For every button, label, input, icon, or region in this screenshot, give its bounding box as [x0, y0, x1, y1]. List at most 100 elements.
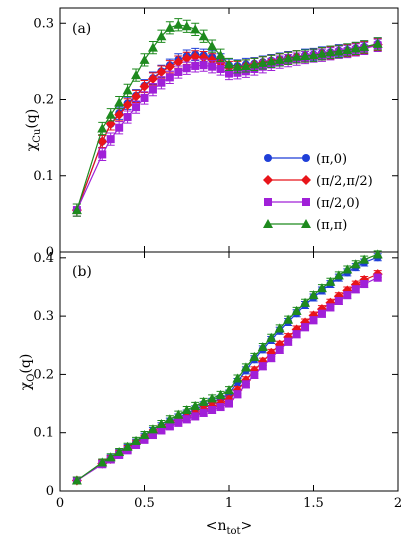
panel-a-point-3-1 — [97, 123, 108, 133]
panel-a-label: (a) — [72, 21, 91, 37]
panel-a-point-2-3 — [115, 123, 124, 132]
panel-a-point-3-17 — [232, 61, 243, 71]
panel-b-point-2-7 — [148, 431, 157, 440]
panel-b-ylabel-suffix: (q) — [18, 354, 34, 374]
panel-b-point-3-22 — [274, 323, 285, 333]
panel-a-point-1-12 — [190, 51, 201, 62]
panel-b-point-3-19 — [249, 351, 260, 361]
panel-a-point-3-28 — [325, 47, 336, 57]
panel-b-point-3-28 — [325, 276, 336, 286]
panel-b-point-2-12 — [191, 412, 200, 421]
panel-a-point-3-26 — [308, 50, 319, 60]
panel-a-point-3-0 — [71, 205, 82, 215]
panel-a-point-3-33 — [372, 38, 383, 48]
panel-b-point-2-5 — [132, 440, 141, 449]
panel-a-point-2-6 — [140, 93, 149, 102]
panel-a-point-2-11 — [182, 64, 191, 73]
panel-b-point-3-5 — [131, 435, 142, 445]
panel-b-point-2-22 — [275, 345, 284, 354]
panel-b-y-ticks: 0 0.1 0.2 0.3 0.4 — [33, 251, 398, 499]
panel-b-ylabel-sub: O — [26, 374, 37, 382]
panel-b-point-3-8 — [156, 418, 167, 428]
panel-b-point-3-25 — [300, 297, 311, 307]
panel-b-point-3-31 — [350, 259, 361, 269]
panel-a-y-axis-title: χCu(q) — [24, 109, 43, 151]
panel-b-ylabel-main: χ — [18, 381, 34, 390]
panel-b: 0 0.1 0.2 0.3 0.4 0 0.5 1 1.5 2 (b) χO(q) <ntot> — [18, 249, 402, 537]
panel-a-point-1-14 — [207, 54, 218, 65]
legend-label-1: (π/2,π/2) — [316, 174, 373, 189]
panel-b-series-3 — [71, 249, 383, 485]
panel-a-point-2-16 — [225, 69, 233, 78]
panel-a-point-2-15 — [216, 65, 225, 73]
panel-b-point-2-31 — [351, 285, 360, 294]
panel-a-point-1-13 — [198, 52, 209, 63]
panel-a-point-3-11 — [181, 21, 192, 31]
panel-b-point-3-1 — [97, 457, 108, 467]
panel-a-point-1-7 — [147, 73, 158, 84]
panel-b-point-3-17 — [232, 373, 243, 383]
x-tick-label-4: 2 — [394, 496, 402, 511]
panel-b-point-2-10 — [174, 418, 183, 427]
panel-a-point-3-31 — [350, 43, 361, 53]
panel-b-point-2-28 — [326, 303, 335, 312]
panel-a-series-line-3 — [76, 24, 378, 211]
panel-a-ylabel-sub: Cu — [32, 128, 43, 143]
panel-b-point-2-33 — [373, 273, 382, 282]
legend-marker-2-right — [302, 198, 310, 206]
panel-a-point-2-14 — [208, 62, 217, 71]
panel-a-point-1-8 — [156, 67, 167, 78]
panel-b-x-ticks: 0 0.5 1 1.5 2 — [56, 252, 402, 511]
panel-a-ylabel-suffix: (q) — [24, 109, 40, 129]
panel-a-point-1-11 — [181, 53, 192, 64]
panel-a-point-2-13 — [199, 61, 208, 70]
panel-b-series-line-2 — [76, 277, 378, 482]
panel-b-point-3-12 — [190, 400, 201, 410]
panel-a-point-3-4 — [122, 85, 133, 95]
legend-entry-3: (π,π) — [263, 218, 347, 233]
panel-b-y-axis-title: χO(q) — [18, 354, 37, 391]
panel-b-point-3-7 — [147, 424, 158, 434]
panel-a-point-1-3 — [114, 109, 125, 120]
xlabel-sub: tot — [226, 526, 240, 537]
panel-b-point-2-32 — [360, 280, 369, 289]
panel-a-point-2-4 — [123, 113, 132, 122]
panel-b-point-3-10 — [173, 409, 184, 419]
panel-b-point-3-32 — [359, 254, 370, 264]
panel-b-point-2-23 — [284, 337, 293, 346]
legend-entry-2: (π/2,0) — [264, 196, 360, 211]
panel-a-point-3-25 — [300, 51, 311, 61]
panel-b-series-line-3 — [76, 253, 378, 481]
panel-b-series — [71, 249, 383, 486]
panel-a-point-3-18 — [240, 60, 251, 70]
panel-a-point-1-9 — [164, 61, 175, 72]
panel-b-point-3-20 — [257, 342, 268, 352]
panel-b-label: (b) — [72, 264, 92, 280]
panel-a-ylabel-main: χ — [24, 142, 40, 151]
panel-b-point-3-6 — [139, 430, 150, 440]
panel-b-point-3-3 — [114, 446, 125, 456]
panel-b-y-tick-label-0: 0 — [46, 484, 54, 499]
x-axis-title: <ntot> — [206, 518, 253, 537]
panel-b-point-2-29 — [334, 296, 343, 305]
panel-b-point-2-30 — [343, 291, 352, 300]
panel-a-point-3-5 — [131, 70, 142, 80]
legend-marker-0-left — [264, 154, 272, 162]
panel-a-point-3-6 — [139, 54, 150, 64]
panel-a-point-2-8 — [157, 78, 166, 87]
panel-b-y-tick-label-1: 0.1 — [33, 426, 54, 441]
panel-a-point-1-6 — [139, 81, 150, 92]
panel-b-point-3-27 — [316, 283, 327, 293]
panel-b-point-3-33 — [372, 249, 383, 259]
panel-a-point-3-16 — [224, 59, 234, 69]
panel-b-point-2-13 — [199, 408, 208, 417]
panel-b-point-2-24 — [292, 330, 301, 339]
panel-a-point-2-10 — [174, 68, 183, 77]
panel-b-point-2-9 — [165, 422, 174, 431]
panel-b-point-3-13 — [198, 396, 209, 406]
panel-a-point-3-30 — [342, 44, 353, 54]
legend-label-2: (π/2,0) — [316, 196, 360, 211]
legend-label-0: (π,0) — [316, 152, 347, 167]
panel-a-point-3-13 — [198, 31, 209, 41]
